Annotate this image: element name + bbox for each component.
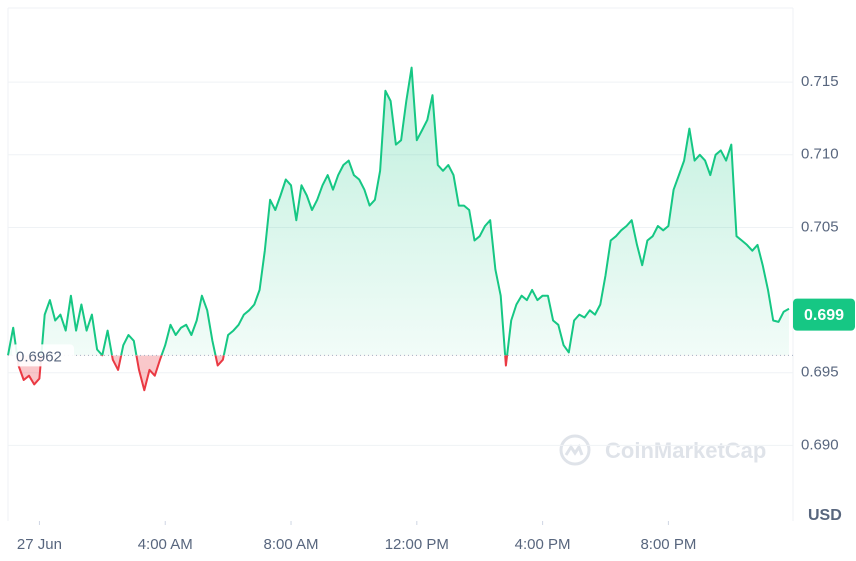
x-tick-label: 27 Jun — [17, 536, 62, 553]
x-tick-label: 4:00 PM — [515, 536, 571, 553]
y-tick-label: 0.715 — [801, 73, 839, 90]
y-tick-label: 0.710 — [801, 146, 839, 163]
watermark-text: CoinMarketCap — [605, 438, 766, 463]
price-line-below — [8, 355, 509, 392]
price-badge-label: 0.699 — [804, 307, 844, 324]
x-tick-label: 8:00 AM — [264, 536, 319, 553]
x-tick-label: 4:00 AM — [138, 536, 193, 553]
y-tick-label: 0.690 — [801, 436, 839, 453]
currency-label: USD — [808, 507, 842, 524]
y-tick-label: 0.695 — [801, 364, 839, 381]
x-tick-label: 8:00 PM — [640, 536, 696, 553]
price-line — [7, 66, 790, 356]
baseline-label: 0.6962 — [16, 348, 62, 365]
area-above — [8, 67, 789, 356]
price-badge — [793, 298, 855, 331]
baseline-label-bg — [12, 344, 74, 367]
y-tick-label: 0.705 — [801, 218, 839, 235]
watermark: CoinMarketCap — [559, 434, 766, 466]
x-tick-label: 12:00 PM — [385, 536, 449, 553]
